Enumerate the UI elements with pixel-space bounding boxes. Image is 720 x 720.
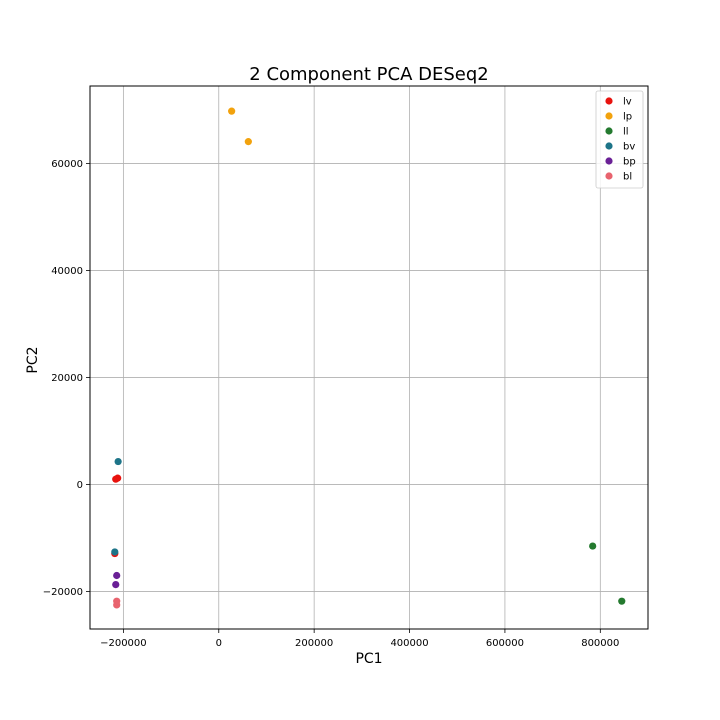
point-lp-1 [244, 138, 252, 146]
legend-label-lv: lv [623, 97, 632, 108]
y-tick-label-3: 40000 [51, 266, 83, 277]
legend: lv lp ll bv bp bl [595, 90, 644, 189]
legend-marker-ll [605, 127, 613, 135]
y-tick-label-1: 0 [77, 480, 83, 491]
legend-label-ll: ll [623, 127, 629, 138]
legend-marker-lv [605, 97, 613, 105]
y-tick-label-2: 20000 [51, 373, 83, 384]
y-tick-label-4: 60000 [51, 159, 83, 170]
x-tick-label-1: 0 [216, 638, 222, 649]
x-tick-label-5: 800000 [581, 638, 619, 649]
point-bp-1 [112, 580, 120, 589]
legend-marker-bv [605, 142, 613, 150]
x-tick-label-3: 400000 [390, 638, 428, 649]
legend-label-lp: lp [623, 112, 632, 123]
x-tick-label-2: 200000 [295, 638, 333, 649]
y-tick-label-0: −20000 [43, 587, 83, 598]
legend-box [595, 90, 644, 189]
legend-marker-bl [605, 172, 613, 180]
x-tick-label-0: −200000 [100, 638, 147, 649]
point-bv-0 [114, 457, 122, 466]
point-lv-1 [112, 475, 120, 483]
point-ll-0 [589, 542, 597, 550]
x-axis-label: PC1 [355, 651, 382, 667]
legend-label-bv: bv [623, 142, 635, 153]
x-axis-ticks: −200000 0 200000 400000 600000 800000 [100, 629, 619, 649]
point-ll-1 [618, 597, 626, 605]
legend-label-bp: bp [623, 157, 636, 168]
y-axis-ticks: −20000 0 20000 40000 60000 [43, 159, 90, 598]
legend-marker-bp [605, 157, 613, 165]
point-bp-0 [113, 571, 121, 580]
x-tick-label-4: 600000 [486, 638, 524, 649]
point-bl-1 [113, 601, 121, 609]
legend-label-bl: bl [623, 172, 632, 183]
y-axis-label: PC2 [25, 346, 41, 373]
plot-frame [89, 85, 649, 630]
data-points [111, 107, 626, 609]
point-bv-1 [111, 548, 119, 556]
legend-marker-lp [605, 112, 613, 120]
grid-lines [90, 86, 648, 629]
point-lp-0 [228, 107, 236, 115]
chart-title: 2 Component PCA DESeq2 [249, 64, 488, 85]
